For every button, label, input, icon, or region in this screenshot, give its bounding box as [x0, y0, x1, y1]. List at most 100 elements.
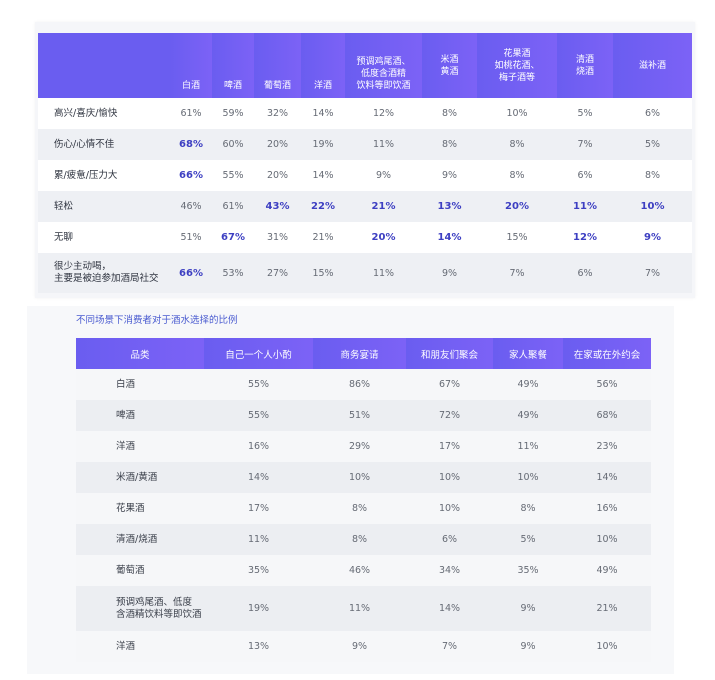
- value-cell: 6%: [613, 98, 692, 129]
- row-label: 葡萄酒: [76, 555, 204, 586]
- value-cell: 21%: [345, 191, 422, 222]
- value-cell: 56%: [563, 369, 651, 400]
- value-cell: 8%: [313, 524, 406, 555]
- value-cell: 53%: [212, 253, 254, 293]
- value-cell: 14%: [422, 222, 477, 253]
- value-cell: 8%: [477, 129, 557, 160]
- table-row: 轻松 46% 61% 43% 22% 21% 13% 20% 11% 10%: [38, 191, 692, 222]
- value-cell: 9%: [613, 222, 692, 253]
- value-cell: 17%: [204, 493, 313, 524]
- value-cell: 12%: [557, 222, 613, 253]
- value-cell: 35%: [493, 555, 563, 586]
- column-header: 自己一个人小酌: [204, 338, 313, 369]
- value-cell: 72%: [406, 400, 493, 431]
- value-cell: 7%: [613, 253, 692, 293]
- value-cell: 9%: [422, 160, 477, 191]
- value-cell: 27%: [254, 253, 301, 293]
- value-cell: 35%: [204, 555, 313, 586]
- value-cell: 8%: [313, 493, 406, 524]
- table-row: 葡萄酒 35% 46% 34% 35% 49%: [76, 555, 651, 586]
- value-cell: 9%: [345, 160, 422, 191]
- table-row: 很少主动喝， 主要是被迫参加酒局社交 66% 53% 27% 15% 11% 9% 7% 6% 7…: [38, 253, 692, 293]
- column-header: 预调鸡尾酒、 低度含酒精 饮料等即饮酒: [345, 33, 422, 98]
- header-corner: [38, 33, 170, 98]
- value-cell: 66%: [170, 253, 212, 293]
- value-cell: 12%: [345, 98, 422, 129]
- value-cell: 16%: [204, 431, 313, 462]
- value-cell: 61%: [170, 98, 212, 129]
- value-cell: 5%: [493, 524, 563, 555]
- value-cell: 49%: [493, 369, 563, 400]
- value-cell: 8%: [613, 160, 692, 191]
- mood-drink-table: 白酒 啤酒 葡萄酒 洋酒 预调鸡尾酒、 低度含酒精 饮料等即饮酒 米酒 黄酒 花果酒 如桃花…: [38, 33, 692, 293]
- column-header: 和朋友们聚会: [406, 338, 493, 369]
- value-cell: 59%: [212, 98, 254, 129]
- value-cell: 20%: [254, 160, 301, 191]
- table-row: 米酒/黄酒 14% 10% 10% 10% 14%: [76, 462, 651, 493]
- table-row: 预调鸡尾酒、低度 含酒精饮料等即饮酒 19% 11% 14% 9% 21%: [76, 586, 651, 631]
- row-label: 很少主动喝， 主要是被迫参加酒局社交: [38, 253, 170, 293]
- row-label: 米酒/黄酒: [76, 462, 204, 493]
- value-cell: 8%: [493, 493, 563, 524]
- value-cell: 10%: [493, 462, 563, 493]
- value-cell: 66%: [170, 160, 212, 191]
- row-label: 洋酒: [76, 431, 204, 462]
- value-cell: 17%: [406, 431, 493, 462]
- value-cell: 6%: [406, 524, 493, 555]
- column-header: 葡萄酒: [254, 33, 301, 98]
- value-cell: 55%: [212, 160, 254, 191]
- column-header: 花果酒 如桃花酒、 梅子酒等: [477, 33, 557, 98]
- value-cell: 10%: [406, 462, 493, 493]
- value-cell: 8%: [477, 160, 557, 191]
- value-cell: 7%: [406, 631, 493, 662]
- table-row: 洋酒 13% 9% 7% 9% 10%: [76, 631, 651, 662]
- row-label: 洋酒: [76, 631, 204, 662]
- value-cell: 5%: [557, 98, 613, 129]
- value-cell: 21%: [301, 222, 345, 253]
- value-cell: 10%: [477, 98, 557, 129]
- value-cell: 14%: [204, 462, 313, 493]
- value-cell: 13%: [204, 631, 313, 662]
- row-label: 轻松: [38, 191, 170, 222]
- value-cell: 10%: [613, 191, 692, 222]
- value-cell: 8%: [422, 98, 477, 129]
- value-cell: 86%: [313, 369, 406, 400]
- value-cell: 9%: [313, 631, 406, 662]
- value-cell: 51%: [313, 400, 406, 431]
- column-header: 商务宴请: [313, 338, 406, 369]
- value-cell: 6%: [557, 160, 613, 191]
- row-label: 啤酒: [76, 400, 204, 431]
- column-header: 洋酒: [301, 33, 345, 98]
- table-row: 白酒 55% 86% 67% 49% 56%: [76, 369, 651, 400]
- value-cell: 14%: [406, 586, 493, 631]
- row-label: 高兴/喜庆/愉快: [38, 98, 170, 129]
- value-cell: 11%: [313, 586, 406, 631]
- value-cell: 9%: [422, 253, 477, 293]
- value-cell: 6%: [557, 253, 613, 293]
- value-cell: 43%: [254, 191, 301, 222]
- row-label: 累/疲惫/压力大: [38, 160, 170, 191]
- value-cell: 16%: [563, 493, 651, 524]
- value-cell: 7%: [557, 129, 613, 160]
- value-cell: 68%: [563, 400, 651, 431]
- value-cell: 49%: [493, 400, 563, 431]
- value-cell: 20%: [345, 222, 422, 253]
- value-cell: 10%: [563, 524, 651, 555]
- row-label: 清酒/烧酒: [76, 524, 204, 555]
- column-header: 清酒 烧酒: [557, 33, 613, 98]
- column-header: 滋补酒: [613, 33, 692, 98]
- scene-table-title: 不同场景下消费者对于酒水选择的比例: [76, 315, 238, 326]
- value-cell: 19%: [301, 129, 345, 160]
- table-row: 花果酒 17% 8% 10% 8% 16%: [76, 493, 651, 524]
- value-cell: 49%: [563, 555, 651, 586]
- row-label: 白酒: [76, 369, 204, 400]
- value-cell: 60%: [212, 129, 254, 160]
- value-cell: 23%: [563, 431, 651, 462]
- value-cell: 46%: [313, 555, 406, 586]
- value-cell: 22%: [301, 191, 345, 222]
- column-header: 白酒: [170, 33, 212, 98]
- table-row: 清酒/烧酒 11% 8% 6% 5% 10%: [76, 524, 651, 555]
- value-cell: 34%: [406, 555, 493, 586]
- value-cell: 11%: [345, 129, 422, 160]
- table-row: 伤心/心情不佳 68% 60% 20% 19% 11% 8% 8% 7% 5%: [38, 129, 692, 160]
